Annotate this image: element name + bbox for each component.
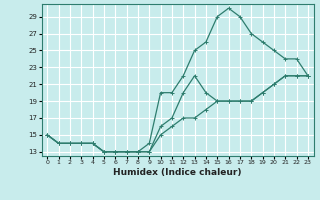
X-axis label: Humidex (Indice chaleur): Humidex (Indice chaleur) (113, 168, 242, 177)
